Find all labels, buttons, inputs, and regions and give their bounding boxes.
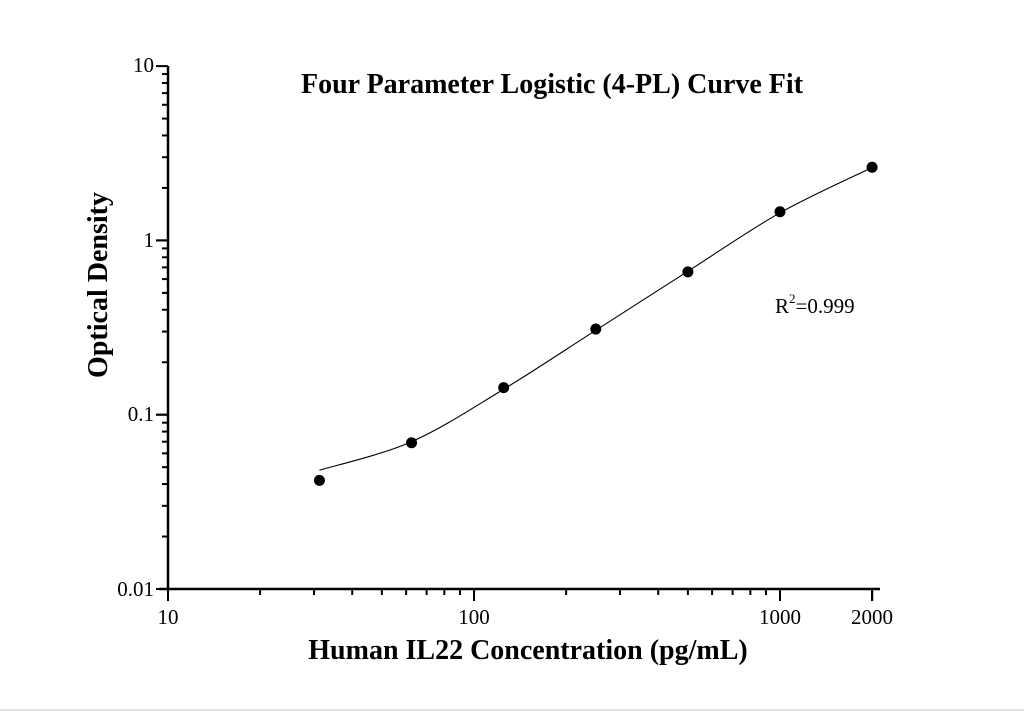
- r-squared-annotation: R2=0.999: [775, 291, 855, 318]
- data-point: [406, 437, 418, 449]
- x-axis-ticks: [167, 589, 874, 601]
- data-point: [774, 206, 786, 218]
- data-points: [313, 161, 878, 486]
- data-point: [498, 382, 510, 394]
- fit-curve: [319, 166, 873, 471]
- y-tick-label-1: 1: [144, 228, 155, 252]
- x-tick-label-2000: 2000: [851, 605, 893, 629]
- chart-title: Four Parameter Logistic (4-PL) Curve Fit: [301, 69, 804, 100]
- y-tick-label-0.1: 0.1: [128, 402, 154, 426]
- data-point: [590, 323, 602, 335]
- bottom-divider: [0, 709, 1024, 711]
- data-point: [313, 474, 325, 486]
- x-tick-label-1000: 1000: [759, 605, 801, 629]
- x-axis-label: Human IL22 Concentration (pg/mL): [308, 635, 747, 666]
- data-point: [866, 161, 878, 173]
- x-tick-label-100: 100: [458, 605, 490, 629]
- data-point: [682, 266, 694, 278]
- x-tick-label-10: 10: [158, 605, 179, 629]
- y-tick-label-0.01: 0.01: [117, 577, 154, 601]
- x-axis: 10 100 1000 2000: [158, 587, 893, 629]
- y-axis-ticks: [156, 65, 168, 590]
- y-axis: 10 1 0.1 0.01: [117, 53, 170, 601]
- y-axis-label: Optical Density: [83, 192, 114, 378]
- y-tick-label-10: 10: [133, 53, 154, 77]
